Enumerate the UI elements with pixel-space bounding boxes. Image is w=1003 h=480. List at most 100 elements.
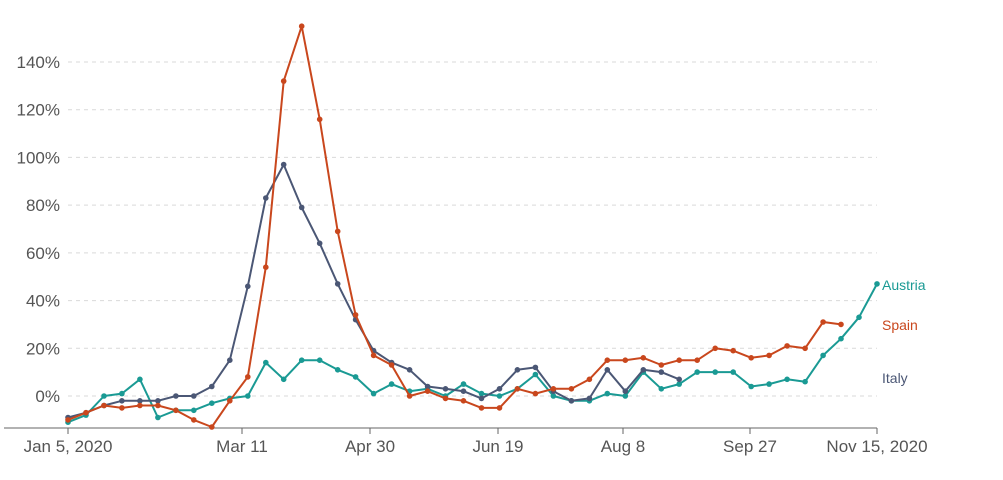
data-point	[424, 388, 431, 395]
data-point	[838, 335, 844, 342]
data-point	[712, 345, 718, 352]
x-tick-label: Sep 27	[723, 437, 777, 456]
data-point	[622, 393, 629, 399]
data-point	[101, 402, 107, 409]
data-point	[478, 405, 485, 411]
data-point	[245, 283, 251, 290]
data-point	[748, 355, 754, 361]
x-tick-label: Jan 5, 2020	[24, 437, 113, 456]
data-point	[352, 312, 359, 318]
data-point	[280, 161, 287, 168]
x-tick-label: Apr 30	[345, 437, 395, 456]
data-point	[316, 357, 323, 364]
data-point	[568, 398, 575, 404]
data-point	[478, 395, 485, 402]
y-tick-label: 80%	[26, 196, 60, 215]
data-point	[209, 400, 215, 407]
data-point	[334, 228, 341, 235]
data-point	[802, 345, 808, 352]
data-point	[352, 374, 359, 380]
data-point	[137, 402, 143, 409]
data-point	[442, 386, 449, 392]
data-point	[263, 359, 269, 366]
data-point	[676, 376, 682, 383]
series-line-spain	[67, 25, 842, 428]
data-point	[155, 414, 161, 421]
data-point	[173, 393, 179, 399]
data-point	[263, 195, 269, 201]
data-point	[442, 395, 449, 402]
data-point	[209, 383, 215, 390]
data-point	[209, 424, 215, 430]
data-point	[514, 386, 521, 392]
data-point	[820, 352, 826, 359]
data-point	[532, 371, 539, 378]
data-point	[245, 374, 251, 380]
data-point	[83, 409, 89, 416]
data-point	[370, 390, 377, 397]
data-point	[191, 393, 197, 399]
data-point	[280, 376, 287, 383]
x-tick-label: Mar 11	[216, 437, 268, 456]
data-point	[460, 388, 467, 395]
data-point	[622, 357, 629, 364]
data-point	[658, 362, 665, 368]
data-point	[155, 398, 161, 404]
y-axis: 0% 20% 40% 60% 80% 100% 120% 140%	[17, 53, 60, 406]
series-label-spain: Spain	[882, 317, 918, 333]
data-point	[65, 417, 71, 423]
gridlines	[68, 61, 877, 397]
data-point	[478, 390, 485, 397]
data-point	[730, 347, 736, 354]
data-point	[155, 402, 161, 409]
series-label-italy: Italy	[882, 370, 908, 386]
x-tick-label: Nov 15, 2020	[826, 437, 927, 456]
data-point	[263, 264, 269, 271]
data-point	[119, 405, 125, 411]
series-labels: Austria Spain Italy	[882, 277, 926, 386]
data-point	[298, 23, 305, 30]
data-point	[496, 386, 503, 392]
data-point	[586, 395, 593, 402]
data-point	[550, 393, 557, 399]
data-point	[604, 390, 611, 397]
data-point	[604, 357, 611, 364]
data-point	[784, 376, 790, 383]
x-tick-label: Jun 19	[472, 437, 523, 456]
data-point	[766, 352, 772, 359]
data-point	[748, 383, 754, 390]
data-point	[766, 381, 772, 387]
data-point	[460, 398, 467, 404]
y-tick-label: 140%	[17, 53, 60, 72]
data-point	[370, 352, 377, 359]
data-point	[227, 398, 233, 404]
data-point	[227, 357, 233, 364]
data-point	[496, 405, 503, 411]
data-point	[658, 386, 665, 392]
data-point	[532, 390, 539, 397]
data-point	[820, 319, 826, 325]
data-point	[838, 321, 844, 328]
data-point	[406, 393, 413, 399]
data-point	[730, 369, 736, 375]
data-point	[586, 376, 593, 383]
data-point	[460, 381, 467, 387]
y-tick-label: 20%	[26, 339, 60, 358]
data-point	[496, 393, 503, 399]
series-label-austria: Austria	[882, 277, 926, 293]
data-point	[388, 381, 395, 387]
data-point	[622, 388, 629, 395]
data-point	[298, 204, 305, 211]
data-point	[119, 398, 125, 404]
data-point	[406, 367, 413, 373]
data-point	[137, 376, 143, 383]
data-point	[802, 378, 808, 385]
data-point	[514, 367, 521, 373]
data-point	[101, 393, 107, 399]
data-point	[856, 314, 862, 321]
y-tick-label: 60%	[26, 244, 60, 263]
data-point	[532, 364, 539, 371]
data-point	[316, 240, 323, 247]
data-point	[245, 393, 251, 399]
